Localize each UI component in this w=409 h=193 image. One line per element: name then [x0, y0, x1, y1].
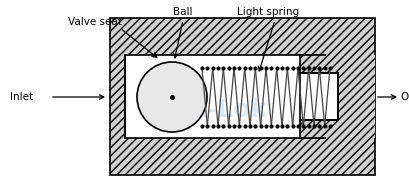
- Text: Inlet: Inlet: [10, 92, 33, 102]
- Bar: [110, 18, 375, 175]
- Text: En-Lok: En-Lok: [173, 98, 267, 122]
- Bar: [300, 55, 375, 138]
- Text: Light spring: Light spring: [237, 7, 299, 17]
- Text: Valve seat: Valve seat: [68, 17, 122, 27]
- Circle shape: [137, 62, 207, 132]
- Text: Ball: Ball: [173, 7, 193, 17]
- Bar: [300, 73, 338, 120]
- Bar: [125, 55, 325, 138]
- Text: Outlet: Outlet: [400, 92, 409, 102]
